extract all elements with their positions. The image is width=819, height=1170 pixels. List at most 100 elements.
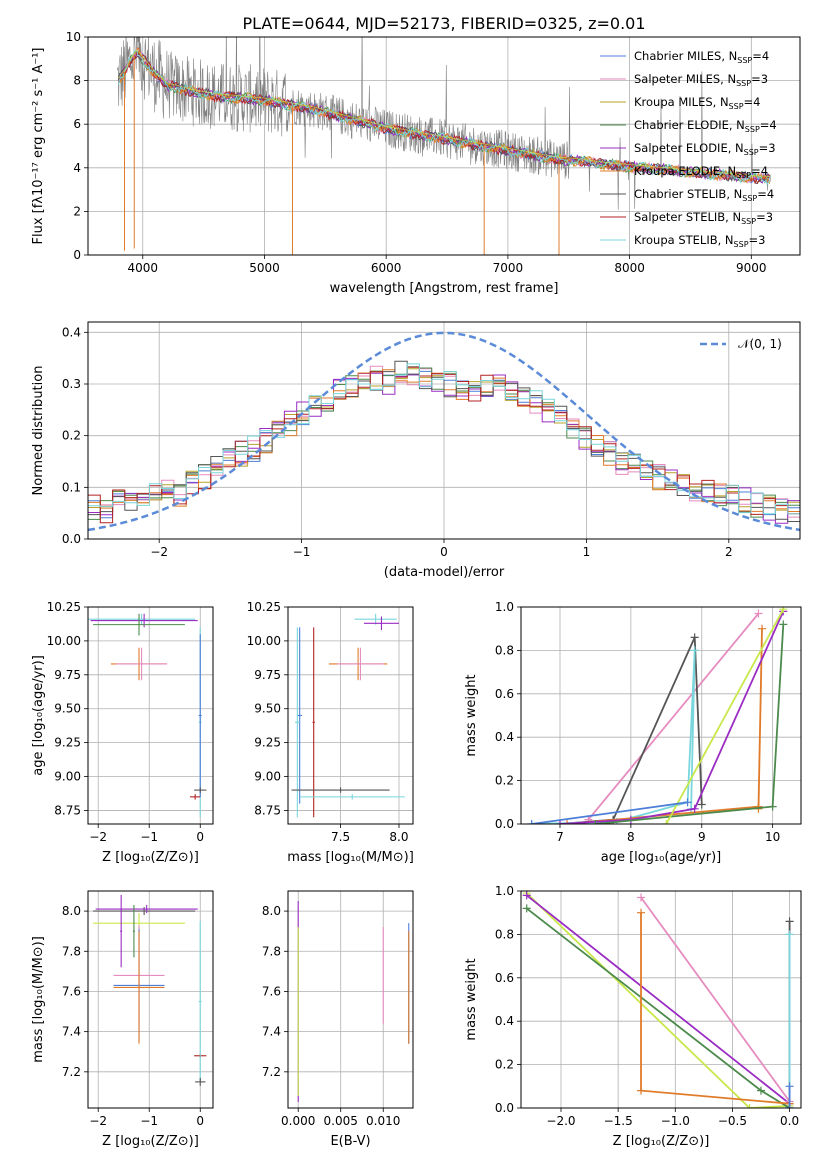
legend-subscript: SSP [745, 125, 760, 134]
x-tick-label: −1.0 [661, 1114, 690, 1128]
y-tick-label: 10.25 [247, 600, 281, 614]
y-tick-label: 7.4 [62, 1025, 81, 1039]
legend-n: =3 [756, 210, 773, 224]
x-tick-label: 0 [196, 1114, 204, 1128]
x-tick-label: 9000 [736, 261, 767, 275]
y-tick-label: 10.00 [47, 634, 81, 648]
plus-marker [591, 820, 600, 824]
spectrum-model-line [117, 49, 770, 184]
x-tick-label: 8.0 [389, 830, 408, 844]
y-axis-label: mass weight [464, 958, 479, 1040]
axes-frame [87, 606, 214, 825]
x-axis-label: age [log₁₀(age/yr)] [601, 850, 722, 865]
plot-area [116, 37, 771, 255]
plus-marker [697, 800, 706, 809]
mass-weight-line [526, 894, 791, 1105]
plus-marker [637, 1086, 645, 1095]
plus-marker [758, 624, 767, 633]
legend-subscript: SSP [734, 240, 749, 249]
x-axis-label: mass [log₁₀(M/M⊙)] [287, 850, 414, 865]
axes-frame [287, 890, 414, 1109]
x-tick-label: −1 [293, 545, 311, 559]
x-axis-label: Z [log₁₀(Z/Z⊙)] [613, 1134, 710, 1149]
plus-marker [522, 891, 531, 900]
chart-massweight-vs-age: 7 8 9 10 0.0 0.2 0.4 0.6 0.8 1.0 age [log₁₀(age/yr… [464, 600, 802, 865]
chart-massweight-vs-Z: −2.0 −1.5 −1.0 −0.5 0.0 0.0 0.2 0.4 0.6 0.8 1.0 Z [… [464, 884, 802, 1149]
legend-n: =4 [751, 164, 768, 178]
y-tick-label: 0.3 [62, 377, 81, 391]
plus-marker [745, 1104, 754, 1108]
legend-label: Kroupa STELIB, NSSP=3 [634, 233, 765, 249]
plus-marker [785, 917, 794, 926]
chart-residuals: −2 −1 0 1 2 0.0 0.1 0.2 0.3 0.4 (data-model)/error… [31, 321, 801, 580]
y-tick-label: 6 [73, 117, 81, 131]
y-axis-label: mass [log₁₀(M/M⊙)] [31, 936, 46, 1063]
axes-frame [287, 606, 414, 825]
x-tick-label: 4000 [127, 261, 158, 275]
plus-marker [563, 820, 572, 824]
y-tick-label: 0.2 [495, 774, 514, 788]
y-tick-label: 8.75 [54, 803, 81, 817]
gaussian-curve [88, 331, 800, 532]
plus-marker [785, 930, 794, 939]
x-tick-label: −2 [89, 1114, 107, 1128]
plus-marker [637, 908, 645, 917]
y-tick-label: 8.0 [262, 904, 281, 918]
y-tick-label: 0.8 [495, 927, 514, 941]
plot-area [291, 613, 405, 818]
y-tick-label: 10 [66, 30, 81, 44]
y-tick-label: 0.0 [495, 1101, 514, 1115]
plus-marker [690, 633, 699, 642]
x-tick-label: 0.0 [780, 1114, 799, 1128]
y-tick-label: 0.4 [62, 325, 81, 339]
spectrum-model-line [118, 49, 770, 177]
legend-label: Salpeter STELIB, NSSP=3 [634, 210, 773, 226]
y-tick-label: 9.00 [54, 770, 81, 784]
legend-subscript: SSP [729, 102, 744, 111]
y-tick-label: 0.2 [62, 429, 81, 443]
plus-marker [785, 1104, 794, 1108]
plus-marker [757, 1086, 765, 1095]
legend-subscript: SSP [741, 217, 756, 226]
histogram-step [88, 360, 800, 522]
x-axis-label: Z [log₁₀(Z/Z⊙)] [102, 850, 199, 865]
legend-n: =3 [759, 141, 776, 155]
plot-area [297, 901, 410, 1102]
y-tick-label: 8.75 [254, 803, 281, 817]
legend: 𝒩(0, 1) [700, 337, 782, 351]
y-tick-label: 0.8 [495, 643, 514, 657]
y-tick-label: 9.75 [254, 668, 281, 682]
legend-subscript: SSP [742, 194, 757, 203]
y-tick-label: 0.0 [495, 817, 514, 831]
axes-frame [87, 321, 801, 540]
y-tick-label: 9.00 [254, 770, 281, 784]
spectrum-model-line [117, 46, 771, 184]
plus-marker [555, 820, 564, 824]
plot-area [93, 895, 207, 1086]
legend-subscript: SSP [744, 148, 759, 157]
x-axis-label: (data-model)/error [384, 565, 505, 580]
x-tick-label: −1 [140, 1114, 158, 1128]
legend-label: Chabrier ELODIE, NSSP=4 [634, 118, 777, 134]
x-tick-label: −2 [89, 830, 107, 844]
legend-label: Kroupa MILES, NSSP=4 [634, 95, 760, 111]
plus-marker [662, 820, 671, 824]
legend-n: =3 [749, 233, 766, 247]
plus-marker [690, 646, 699, 655]
x-axis-label: Z [log₁₀(Z/Z⊙)] [102, 1134, 199, 1149]
spectrum-model-line [118, 50, 770, 185]
y-axis-label: mass weight [464, 674, 479, 756]
chart-mass-vs-EBV: 0.000 0.005 0.010 7.2 7.4 7.6 7.8 8.0 E(B-V) [262, 890, 414, 1149]
x-tick-label: 0 [440, 545, 448, 559]
y-tick-label: 7.2 [62, 1065, 81, 1079]
y-tick-label: 7.4 [262, 1025, 281, 1039]
chart-spectrum: 4000 5000 6000 7000 8000 9000 0 2 4 6 8 10 wavelengt… [31, 30, 801, 296]
plus-marker [522, 904, 531, 913]
y-tick-label: 4 [73, 161, 81, 175]
x-axis-label: wavelength [Angstrom, rest frame] [330, 281, 559, 296]
chart-mass-vs-Z: −2 −1 0 7.2 7.4 7.6 7.8 8.0 Z [log₁₀(Z/Z⊙)] mass … [31, 890, 214, 1149]
y-tick-label: 1.0 [495, 600, 514, 614]
legend-label: Kroupa ELODIE, NSSP=4 [634, 164, 768, 180]
x-tick-label: 7 [556, 830, 564, 844]
